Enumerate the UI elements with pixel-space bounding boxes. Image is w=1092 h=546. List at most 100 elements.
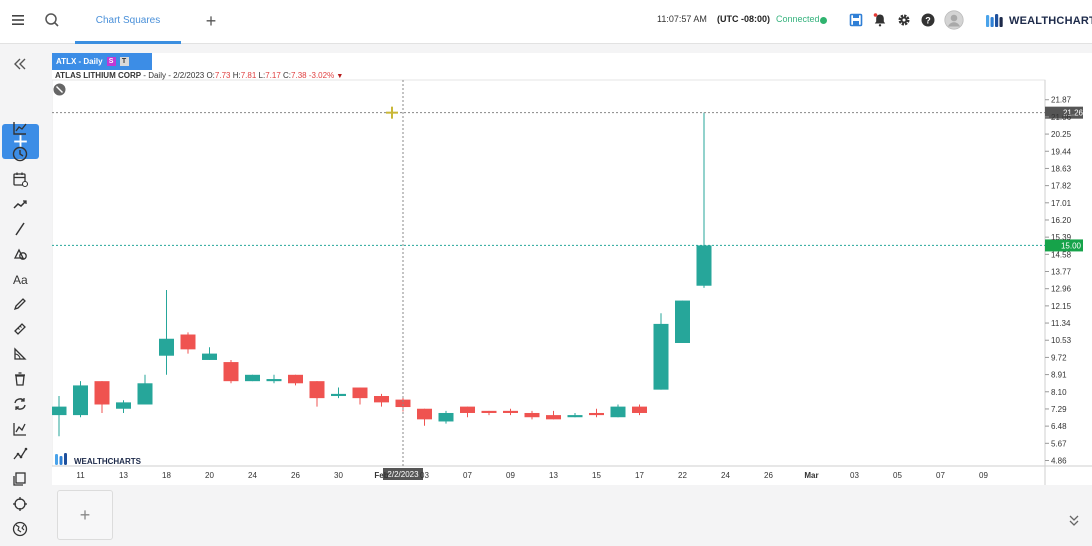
y-tick-label: 10.53 (1051, 336, 1072, 345)
top-bar: Chart Squares + 11:07:57 AM (UTC -08:00)… (0, 0, 1092, 44)
gear-icon[interactable] (896, 12, 912, 28)
price-axis: 21.87 21.06 20.25 19.44 18.63 17.82 17.01 16.20… (1045, 96, 1072, 465)
text-tool-icon[interactable]: Aa (10, 269, 30, 289)
alert-bell-icon[interactable] (872, 12, 888, 28)
y-tick-label: 17.82 (1051, 182, 1072, 191)
x-tick-label: 20 (205, 471, 214, 480)
hide-icon[interactable] (53, 83, 66, 96)
badge-s[interactable]: S (106, 57, 116, 66)
pencil-icon[interactable] (10, 294, 30, 314)
logo-icon (986, 14, 1003, 27)
low-value: 7.17 (265, 71, 281, 80)
x-tick-label: 15 (592, 471, 601, 480)
brand-logo: WEALTHCHARTS (985, 11, 1092, 31)
add-panel-button[interactable]: + (57, 490, 113, 540)
watermark-text: WEALTHCHARTS (74, 457, 142, 466)
open-value: 7.73 (214, 71, 231, 80)
refresh-icon[interactable] (10, 394, 30, 414)
y-tick-label: 7.29 (1051, 405, 1067, 414)
candle (417, 408, 432, 426)
candle (696, 112, 712, 288)
candle-body (438, 412, 454, 422)
timezone-selector[interactable]: (UTC -08:00) (717, 14, 771, 24)
indicator-icon[interactable] (10, 419, 30, 439)
candle-body (94, 381, 110, 405)
trash-icon[interactable] (10, 369, 30, 389)
brand-name: WEALTHCHARTS (1009, 15, 1092, 27)
search-icon[interactable] (42, 10, 62, 30)
candle (288, 374, 303, 386)
y-tick-label: 21.87 (1051, 96, 1072, 105)
candle (589, 408, 604, 418)
layers-icon[interactable] (10, 469, 30, 489)
candle (202, 347, 217, 360)
y-tick-label: 21.06 (1051, 113, 1072, 122)
candle (331, 387, 346, 399)
chart-panel[interactable]: 21.26 15.00 2/2/2023 WEALTHCHARTS 21.87 21.0… (51, 53, 1092, 485)
candle-body (223, 362, 239, 382)
measure-icon[interactable] (10, 344, 30, 364)
plus-icon (14, 135, 27, 148)
symbol-tab[interactable]: ATLX - Daily S T (52, 53, 152, 70)
pattern-icon[interactable] (10, 444, 30, 464)
x-tick-label: 17 (635, 471, 644, 480)
candle (481, 410, 497, 416)
add-tab-button[interactable]: + (205, 11, 217, 31)
candle (223, 359, 239, 384)
y-tick-label: 16.20 (1051, 216, 1072, 225)
chart-type-icon[interactable] (10, 118, 30, 138)
watermark-bar (64, 453, 67, 465)
current-price-label: 15.00 (1061, 241, 1082, 250)
save-icon[interactable] (848, 12, 864, 28)
calendar-icon[interactable] (10, 169, 30, 189)
y-tick-label: 8.10 (1051, 388, 1067, 397)
crosshair-price-bg (1045, 106, 1083, 119)
crosshair-icon[interactable] (10, 494, 30, 514)
x-tick-label: 09 (506, 471, 515, 480)
candle-body (331, 393, 346, 397)
candle-body (288, 374, 303, 384)
candle-body (696, 245, 712, 286)
candle (51, 396, 67, 437)
tab-chart-squares[interactable]: Chart Squares (75, 0, 181, 44)
x-tick-label: 13 (119, 471, 128, 480)
clock-icon[interactable] (10, 144, 30, 164)
candle (546, 410, 561, 420)
ruler-icon[interactable] (10, 319, 30, 339)
ohlc-legend: ATLAS LITHIUM CORP - Daily - 2/2/2023 O:… (55, 71, 343, 80)
watermark-bar (59, 456, 63, 465)
x-tick-label: Feb (374, 471, 388, 480)
price-chart[interactable]: 21.26 15.00 2/2/2023 WEALTHCHARTS 21.87 21.0… (51, 53, 1092, 485)
candle-body (567, 415, 583, 418)
expand-down-icon[interactable] (1066, 512, 1082, 528)
candle (309, 381, 325, 407)
menu-icon[interactable] (8, 10, 28, 30)
symbol-tab-label: ATLX - Daily (56, 57, 103, 66)
x-tick-label: Mar (804, 471, 818, 480)
help-icon[interactable]: ? (920, 12, 936, 28)
candle-body (159, 338, 174, 356)
shapes-icon[interactable] (10, 244, 30, 264)
candle-body (202, 353, 217, 360)
candle (438, 410, 454, 424)
watermark-bar (55, 454, 58, 465)
collapse-sidebar-icon[interactable] (10, 54, 30, 74)
badge-t[interactable]: T (119, 57, 129, 66)
candle (675, 300, 690, 343)
candle (610, 404, 626, 418)
candle (653, 313, 669, 390)
globe-icon[interactable] (10, 519, 30, 539)
x-tick-label: 24 (721, 471, 730, 480)
candle (524, 410, 540, 420)
x-tick-label: 24 (248, 471, 257, 480)
chart-grid (51, 79, 1092, 485)
candle (137, 374, 153, 405)
crosshair-date-label: 2/2/2023 (387, 470, 419, 479)
y-tick-label: 20.25 (1051, 130, 1072, 139)
avatar-icon[interactable] (944, 10, 964, 30)
candle-body (245, 374, 260, 382)
trend-icon[interactable] (10, 194, 30, 214)
line-tool-icon[interactable] (10, 219, 30, 239)
y-tick-label: 6.48 (1051, 422, 1067, 431)
x-tick-label: 22 (678, 471, 687, 480)
